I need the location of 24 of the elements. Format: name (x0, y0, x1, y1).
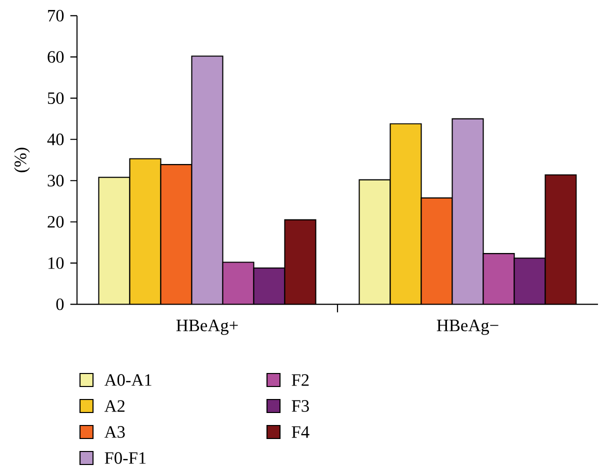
bar (420, 197, 453, 304)
legend-label: F2 (292, 374, 309, 386)
y-tick-label: 50 (48, 92, 64, 104)
x-tick-label: HBeAg− (436, 320, 498, 335)
bar (130, 158, 161, 304)
y-axis-title: (%) (14, 148, 30, 172)
y-tick-label: 60 (48, 51, 64, 63)
legend-label: F3 (292, 400, 309, 412)
bar (452, 118, 484, 304)
legend-label: A2 (104, 400, 124, 412)
y-tick-label: 20 (48, 216, 64, 228)
x-tick-label: HBeAg+ (176, 320, 238, 335)
y-tick-label: 70 (48, 10, 64, 22)
legend-label: F4 (292, 426, 310, 438)
bar (192, 56, 223, 304)
y-tick-label: 30 (48, 174, 64, 186)
bar (390, 123, 422, 304)
y-tick-label: 40 (47, 134, 64, 146)
legend-label: A0-A1 (104, 374, 152, 386)
legend-label: F0-F1 (104, 452, 146, 464)
legend-label: A3 (104, 426, 125, 438)
bar (160, 164, 192, 304)
y-tick-label: 10 (48, 257, 64, 269)
y-tick-label: 0 (56, 298, 64, 310)
